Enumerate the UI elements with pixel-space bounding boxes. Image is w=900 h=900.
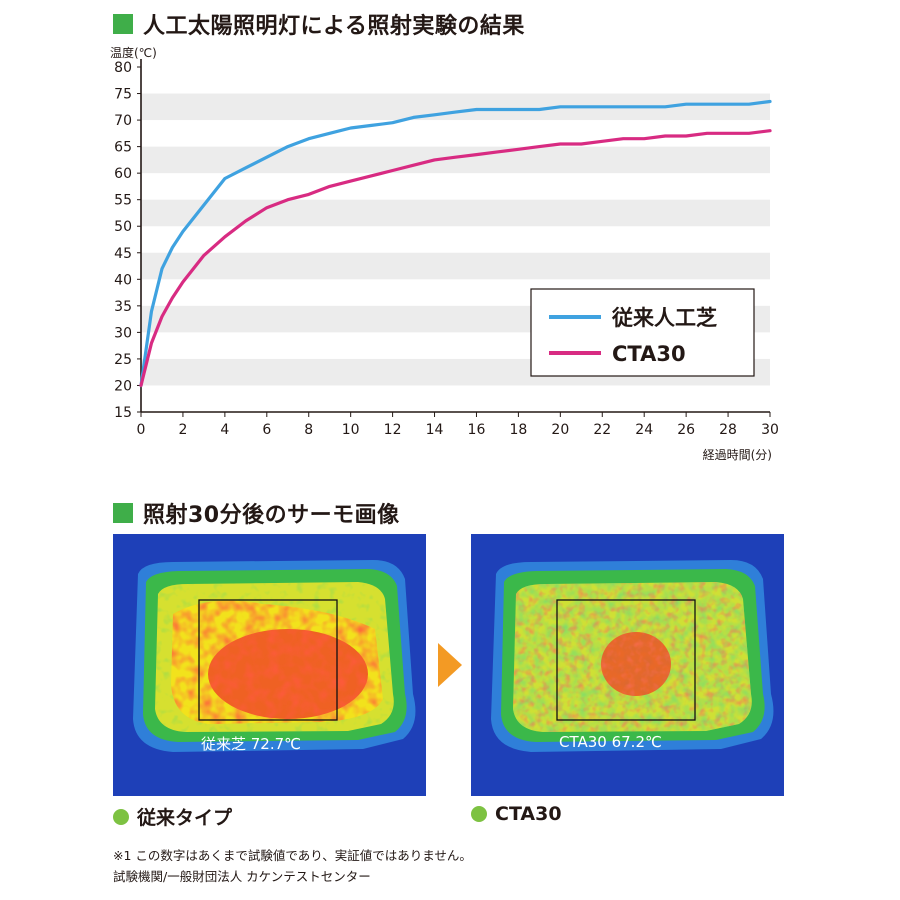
y-tick-label: 65	[114, 140, 132, 156]
thermo-heading: 照射30分後のサーモ画像	[113, 497, 400, 529]
x-tick-label: 12	[384, 422, 402, 438]
caption-cta30-text: CTA30	[495, 803, 562, 825]
caption-cta30: CTA30	[471, 803, 562, 825]
thermo-label-cta30: CTA30 67.2℃	[559, 733, 662, 751]
grid-band	[141, 252, 770, 280]
x-tick-label: 28	[719, 422, 737, 438]
x-tick-label: 22	[593, 422, 611, 438]
y-tick-label: 40	[114, 272, 132, 288]
y-tick-label: 30	[114, 325, 132, 341]
thermo-heading-text: 照射30分後のサーモ画像	[143, 503, 400, 528]
chart-heading-text: 人工太陽照明灯による照射実験の結果	[143, 14, 525, 39]
y-tick-label: 15	[114, 405, 132, 421]
y-tick-label: 35	[114, 299, 132, 315]
legend-box	[530, 288, 755, 377]
x-tick-label: 26	[677, 422, 695, 438]
caption-conventional: 従来タイプ	[113, 803, 232, 830]
x-tick-label: 6	[262, 422, 271, 438]
y-tick-label: 75	[114, 87, 132, 103]
series-line-cta30	[139, 129, 772, 388]
x-tick-label: 14	[426, 422, 444, 438]
y-tick-label: 70	[114, 113, 132, 129]
thermo-label-conventional: 従来芝 72.7℃	[201, 735, 302, 753]
x-tick-label: 24	[635, 422, 653, 438]
grid-band	[141, 146, 770, 174]
legend-label: 従来人工芝	[611, 306, 717, 330]
green-dot-icon	[113, 808, 129, 825]
x-tick-label: 10	[342, 422, 360, 438]
x-axis-label: 経過時間(分)	[703, 448, 772, 462]
y-tick-label: 55	[114, 193, 132, 209]
series-line-conventional	[139, 99, 772, 388]
x-tick-label: 20	[551, 422, 569, 438]
y-tick-label: 80	[114, 60, 132, 76]
arrow-right-icon	[438, 643, 462, 687]
x-tick-label: 16	[468, 422, 486, 438]
y-tick-label: 20	[114, 378, 132, 394]
note-disclaimer: ※1 この数字はあくまで試験値であり、実証値ではありません。	[113, 848, 472, 863]
x-tick-label: 8	[304, 422, 313, 438]
grid-band	[141, 199, 770, 227]
thermo-image-cta30	[471, 534, 784, 796]
green-dot-icon	[471, 806, 487, 822]
chart-heading: 人工太陽照明灯による照射実験の結果	[113, 8, 525, 40]
note-testing-institution: 試験機関/一般財団法人 カケンテストセンター	[113, 869, 371, 884]
caption-conventional-text: 従来タイプ	[137, 807, 233, 829]
x-tick-label: 0	[137, 422, 146, 438]
y-tick-label: 60	[114, 166, 132, 182]
legend-label: CTA30	[612, 342, 686, 366]
y-axis-label: 温度(℃)	[110, 45, 157, 60]
green-square-icon	[113, 503, 133, 523]
x-tick-label: 30	[761, 422, 779, 438]
x-tick-label: 4	[220, 422, 229, 438]
x-tick-label: 2	[178, 422, 187, 438]
y-tick-label: 50	[114, 219, 132, 235]
thermo-image-conventional	[113, 534, 426, 796]
green-square-icon	[113, 14, 133, 34]
x-tick-label: 18	[509, 422, 527, 438]
y-tick-label: 45	[114, 246, 132, 262]
y-tick-label: 25	[114, 352, 132, 368]
